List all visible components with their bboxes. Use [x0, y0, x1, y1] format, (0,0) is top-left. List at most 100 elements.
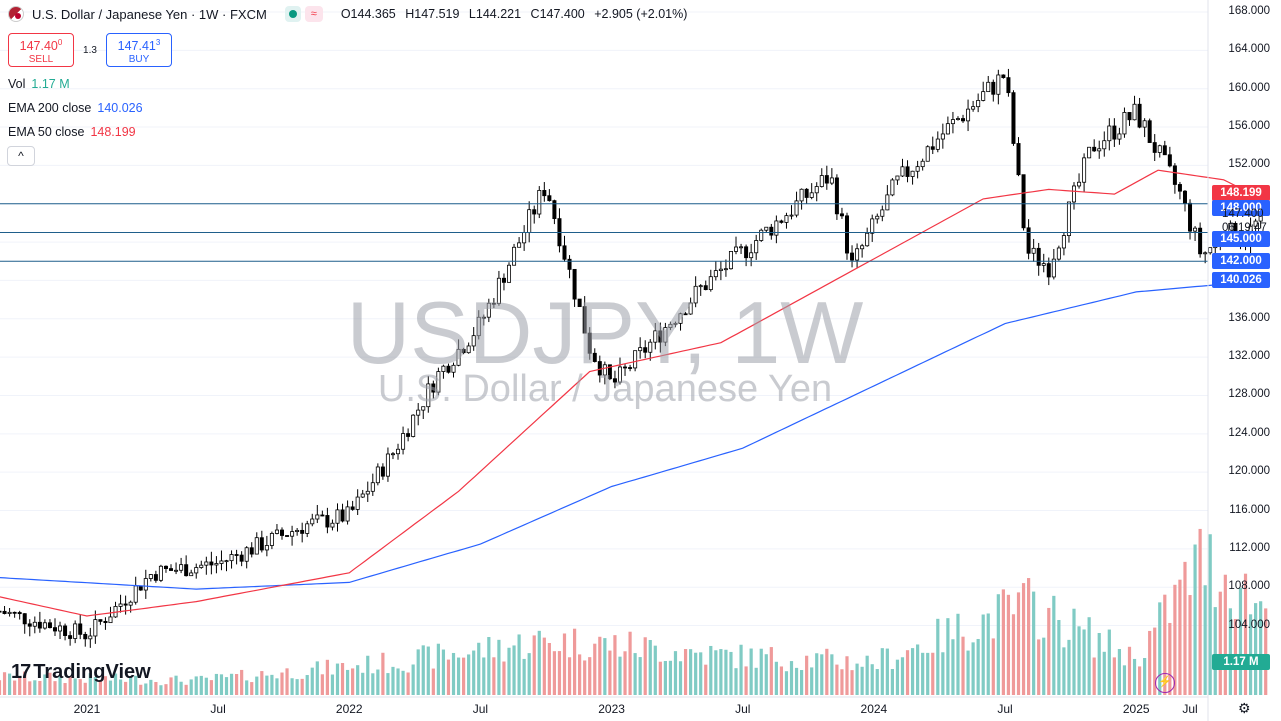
volume-bar — [638, 657, 642, 695]
volume-bar — [1011, 614, 1016, 695]
volume-bar — [376, 669, 380, 695]
volume-bar — [739, 644, 743, 695]
volume-bar — [23, 671, 27, 695]
candle-body — [83, 633, 88, 640]
candle-body — [1112, 125, 1117, 140]
volume-bar — [1223, 574, 1227, 695]
candle-body — [93, 619, 98, 637]
candle-body — [668, 323, 673, 328]
candle-body — [128, 601, 133, 606]
candle-body — [592, 352, 597, 362]
candle-body — [17, 612, 22, 615]
volume-bar — [1042, 637, 1046, 695]
candle-body — [940, 133, 945, 140]
volume-bar — [320, 674, 324, 695]
collapse-legend-button[interactable]: ^ — [7, 146, 35, 166]
symbol-title[interactable]: U.S. Dollar / Japanese Yen · 1W · FXCM — [32, 6, 267, 22]
candle-body — [1203, 252, 1208, 255]
candle-body — [794, 200, 799, 216]
candle-body — [1066, 201, 1071, 236]
volume-bar — [729, 651, 733, 695]
sell-price-pip: 0 — [57, 38, 63, 47]
candle-body — [955, 118, 960, 120]
volume-bar — [1137, 666, 1142, 695]
candle-body — [1162, 145, 1167, 156]
buy-button[interactable]: 147.413 BUY — [106, 33, 172, 67]
candle-body — [824, 175, 829, 184]
candle-body — [1082, 157, 1087, 183]
volume-bar — [583, 660, 587, 695]
candle-body — [517, 242, 522, 248]
volume-bar — [144, 683, 148, 695]
volume-bar — [1107, 629, 1111, 695]
time-axis-label: 2024 — [860, 702, 888, 716]
candle-body — [274, 529, 279, 534]
sell-label: SELL — [28, 54, 54, 66]
candle-body — [507, 264, 512, 283]
candle-body — [32, 621, 37, 627]
candle-body — [900, 166, 905, 177]
candle-body — [411, 414, 416, 437]
candle-body — [350, 506, 355, 510]
volume-bar — [330, 674, 335, 695]
candle-body — [254, 537, 259, 555]
volume-bar — [1092, 657, 1096, 695]
volume-bar — [351, 668, 355, 695]
volume-bar — [613, 635, 617, 695]
candle-body — [542, 190, 547, 197]
volume-bar — [224, 677, 229, 695]
volume-bar — [734, 668, 738, 695]
candle-body — [744, 246, 749, 259]
candle-body — [486, 302, 491, 318]
candle-body — [431, 383, 436, 393]
candle-body — [935, 138, 940, 150]
candle-body — [184, 564, 189, 577]
candle-body — [163, 565, 168, 569]
candle-body — [22, 613, 27, 625]
volume-bar — [1148, 630, 1152, 695]
volume-bar — [2, 672, 7, 695]
volume-bar — [361, 672, 365, 695]
volume-bar — [189, 679, 193, 695]
candle-body — [37, 621, 42, 629]
candle-body — [7, 611, 12, 614]
candle-body — [875, 215, 880, 220]
ema200-indicator-legend[interactable]: EMA 200 close 140.026 — [8, 101, 143, 115]
volume-bar — [931, 652, 935, 695]
candle-body — [976, 100, 981, 108]
wave-icon[interactable]: ≈ — [304, 6, 323, 22]
volume-bar — [1168, 622, 1172, 695]
volume-bar — [325, 659, 329, 695]
volume-bar — [699, 652, 703, 695]
settings-gear-icon[interactable]: ⚙ — [1238, 700, 1251, 716]
volume-indicator-legend[interactable]: Vol 1.17 M — [8, 77, 70, 91]
open-value: 144.365 — [350, 7, 396, 21]
volume-bar — [537, 630, 541, 695]
volume-bar — [860, 666, 864, 695]
market-open-icon[interactable] — [284, 6, 301, 22]
candle-body — [496, 277, 501, 304]
candle-body — [310, 518, 315, 525]
candle-body — [416, 409, 421, 416]
lightning-icon[interactable]: ⚡ — [1155, 673, 1175, 693]
volume-bar — [1208, 534, 1212, 695]
volume-bar — [1006, 594, 1011, 695]
tradingview-logo-text: TradingView — [33, 661, 151, 683]
candle-body — [991, 81, 996, 95]
candle-body — [961, 118, 966, 122]
volume-bar — [33, 680, 37, 695]
sell-button[interactable]: 147.400 SELL — [8, 33, 74, 67]
volume-bar — [184, 684, 188, 695]
ema50-indicator-legend[interactable]: EMA 50 close 148.199 — [8, 125, 136, 139]
volume-bar — [578, 654, 582, 695]
candle-body — [567, 258, 572, 270]
buy-price: 147.41 — [117, 39, 156, 54]
candle-body — [406, 433, 411, 437]
candle-body — [118, 603, 123, 607]
tradingview-logo[interactable]: 17 TradingView — [11, 661, 151, 684]
volume-bar — [653, 645, 657, 695]
volume-bar — [961, 636, 965, 695]
volume-bar — [401, 670, 405, 695]
candle-body — [789, 214, 794, 217]
